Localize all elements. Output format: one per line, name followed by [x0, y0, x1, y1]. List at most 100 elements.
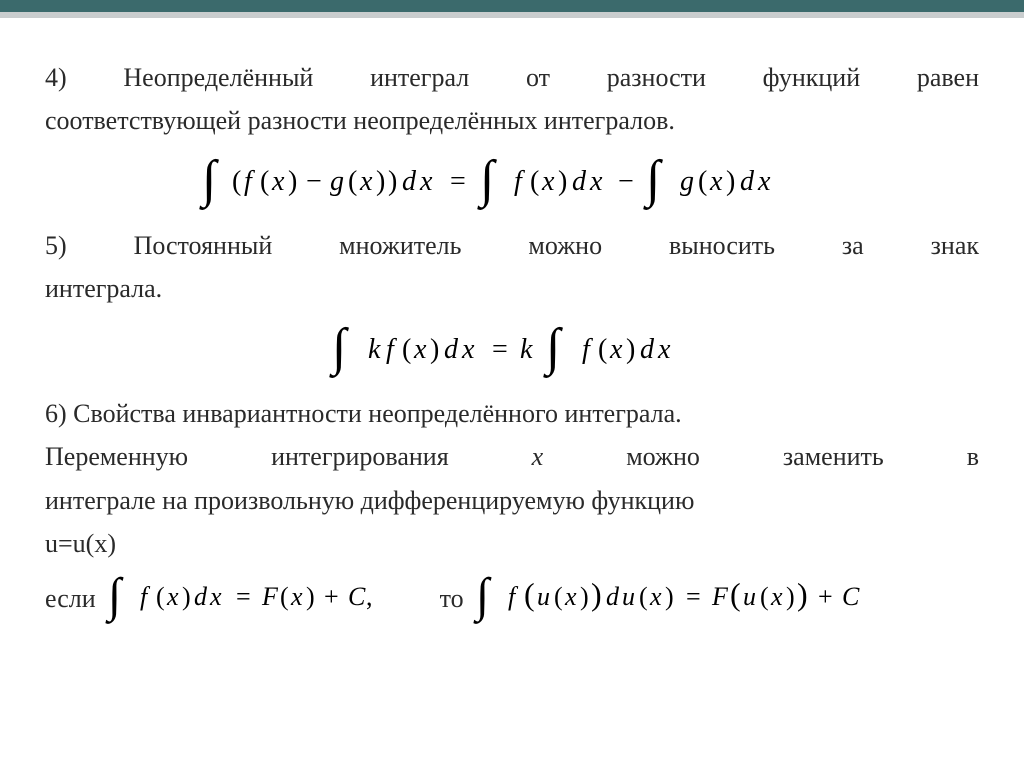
top-accent-shadow: [0, 12, 1024, 18]
svg-text:x: x: [413, 334, 427, 365]
svg-text:x: x: [419, 166, 433, 197]
svg-text:x: x: [757, 166, 771, 197]
svg-text:): ): [665, 582, 674, 611]
svg-text:u: u: [622, 582, 635, 611]
svg-text:∫: ∫: [477, 151, 497, 210]
svg-text:∫: ∫: [543, 319, 563, 378]
svg-text:f: f: [514, 166, 525, 197]
svg-text:k: k: [368, 334, 381, 365]
formula-6-left: ∫ f ( x ) d x = F ( x ) + C ,: [102, 569, 422, 629]
point-6-line1: 6) Свойства инвариантности неопределённо…: [45, 396, 979, 431]
svg-text:∫: ∫: [199, 151, 219, 210]
formula-6: если ∫ f ( x ) d x = F ( x ) + C , то: [45, 569, 979, 629]
svg-text:): ): [626, 334, 635, 365]
svg-text:): ): [580, 582, 589, 611]
svg-text:C: C: [348, 582, 366, 611]
svg-text:x: x: [564, 582, 577, 611]
svg-text:(: (: [524, 576, 535, 612]
svg-text:∫: ∫: [329, 319, 349, 378]
svg-text:): ): [558, 166, 567, 197]
svg-text:−: −: [618, 166, 634, 197]
svg-text:d: d: [640, 334, 655, 365]
point-5-line1: 5) Постоянный множитель можно выносить з…: [45, 228, 979, 263]
svg-text:x: x: [271, 166, 285, 197]
svg-text:(: (: [598, 334, 607, 365]
svg-text:g: g: [330, 166, 344, 197]
svg-text:d: d: [606, 582, 620, 611]
svg-text:x: x: [649, 582, 662, 611]
formula-4: ∫ ( f ( x ) − g ( x ) ) d x = ∫ f ( x: [45, 150, 979, 214]
svg-text:x: x: [657, 334, 671, 365]
svg-text:(: (: [554, 582, 563, 611]
svg-text:(: (: [530, 166, 539, 197]
svg-text:C: C: [842, 582, 860, 611]
svg-text:d: d: [402, 166, 417, 197]
top-accent-bar: [0, 0, 1024, 12]
svg-text:=: =: [492, 334, 508, 365]
svg-text:): ): [797, 576, 808, 612]
svg-text:): ): [726, 166, 735, 197]
svg-text:g: g: [680, 166, 694, 197]
point-4-line1: 4) Неопределённый интеграл от разности ф…: [45, 60, 979, 95]
svg-text:x: x: [709, 166, 723, 197]
formula-6-right: ∫ f ( u ( x ) ) d u ( x ) = F ( u ( x ): [470, 569, 940, 629]
svg-text:): ): [306, 582, 315, 611]
svg-text:f: f: [508, 582, 519, 611]
point-6-var-x: x: [532, 442, 544, 471]
svg-text:): ): [388, 166, 397, 197]
svg-text:d: d: [740, 166, 755, 197]
svg-text:x: x: [166, 582, 179, 611]
svg-text:k: k: [520, 334, 533, 365]
svg-text:x: x: [609, 334, 623, 365]
svg-text:(: (: [760, 582, 769, 611]
svg-text:,: ,: [366, 582, 373, 611]
svg-text:): ): [288, 166, 297, 197]
svg-text:=: =: [236, 582, 251, 611]
point-6-line3: интеграле на произвольную дифференцируем…: [45, 483, 979, 518]
svg-text:x: x: [541, 166, 555, 197]
svg-text:(: (: [402, 334, 411, 365]
svg-text:(: (: [348, 166, 357, 197]
svg-text:−: −: [306, 166, 322, 197]
svg-text:∫: ∫: [105, 569, 124, 624]
svg-text:+: +: [818, 582, 833, 611]
point-6-line2b: можно заменить в: [626, 442, 979, 471]
svg-text:f: f: [582, 334, 593, 365]
svg-text:x: x: [770, 582, 783, 611]
svg-text:F: F: [261, 582, 279, 611]
svg-text:d: d: [444, 334, 459, 365]
svg-text:(: (: [260, 166, 269, 197]
svg-text:): ): [786, 582, 795, 611]
svg-text:): ): [182, 582, 191, 611]
svg-text:∫: ∫: [473, 569, 492, 624]
svg-text:u: u: [537, 582, 550, 611]
svg-text:(: (: [156, 582, 165, 611]
point-4-line2: соответствующей разности неопределённых …: [45, 103, 979, 138]
svg-text:d: d: [194, 582, 208, 611]
svg-text:): ): [430, 334, 439, 365]
svg-text:∫: ∫: [643, 151, 663, 210]
point-6-line2: Переменную интегрирования x можно замени…: [45, 439, 979, 474]
svg-text:(: (: [698, 166, 707, 197]
point-6-line2a: Переменную интегрирования: [45, 442, 449, 471]
svg-text:x: x: [209, 582, 222, 611]
svg-text:x: x: [589, 166, 603, 197]
svg-text:f: f: [244, 166, 255, 197]
svg-text:d: d: [572, 166, 587, 197]
svg-text:): ): [376, 166, 385, 197]
svg-text:x: x: [359, 166, 373, 197]
svg-text:): ): [591, 576, 602, 612]
svg-text:=: =: [450, 166, 466, 197]
svg-text:(: (: [280, 582, 289, 611]
svg-text:u: u: [743, 582, 756, 611]
svg-text:(: (: [232, 166, 241, 197]
svg-text:+: +: [324, 582, 339, 611]
slide-content: 4) Неопределённый интеграл от разности ф…: [45, 60, 979, 629]
svg-text:(: (: [730, 576, 741, 612]
svg-text:x: x: [290, 582, 303, 611]
word-if: если: [45, 584, 96, 614]
point-6-line4: u=u(x): [45, 526, 979, 561]
svg-text:=: =: [686, 582, 701, 611]
svg-text:f: f: [140, 582, 151, 611]
svg-text:f: f: [386, 334, 397, 365]
